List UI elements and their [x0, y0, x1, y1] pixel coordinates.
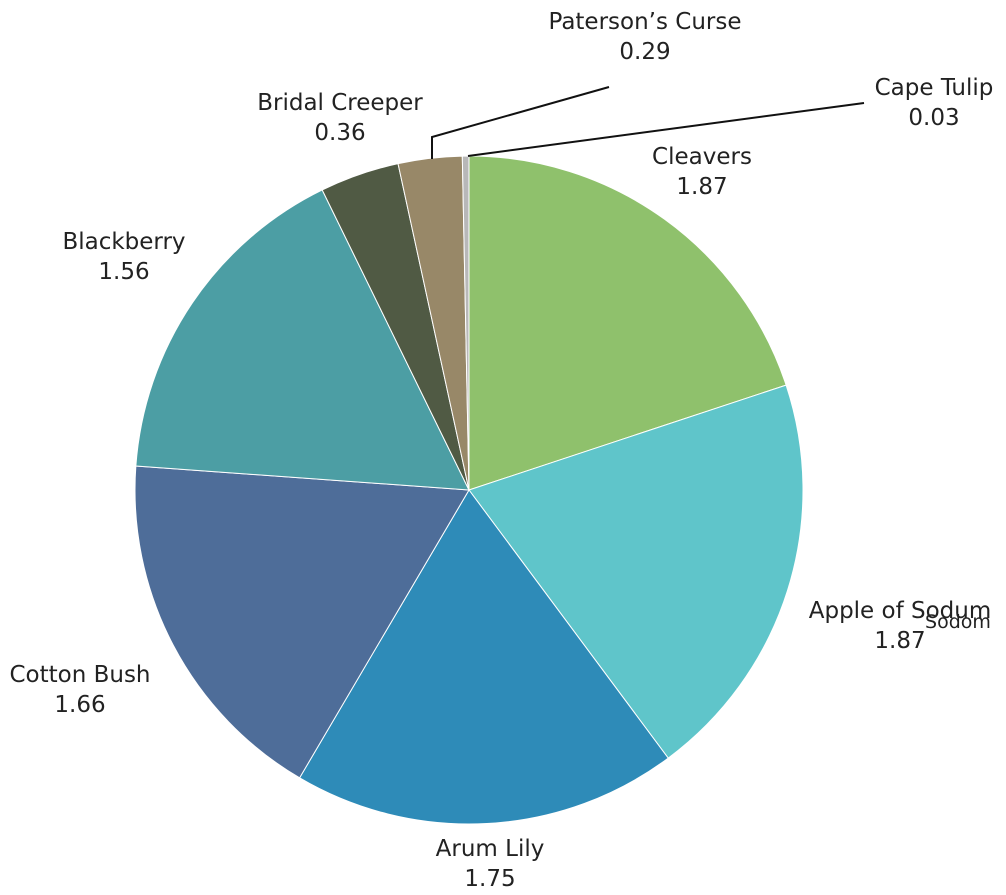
pie-slice-blackberry [135, 189, 470, 491]
leader-line-paterson-s-curse [431, 86, 610, 159]
pie-slice-arum-lily [298, 489, 669, 825]
stray-label-text: Sodom [925, 611, 991, 633]
slice-label-cleavers: Cleavers [652, 144, 752, 170]
pie-slice-cotton-bush [134, 465, 470, 779]
slice-labels: Cleavers 1.87 Apple of Sodum 1.87 Arum Lily 1… [9, 9, 993, 892]
slice-label-bridal-creeper: Bridal Creeper [257, 90, 423, 116]
slice-label-blackberry: Blackberry [62, 229, 185, 255]
slice-label-cotton-bush: Cotton Bush [9, 662, 150, 688]
slice-label-apple-of-sodum: Apple of Sodum [809, 598, 992, 624]
slice-label-arum-lily: Arum Lily [436, 836, 545, 862]
leader-line-cape-tulip [467, 102, 865, 157]
slice-value-blackberry: 1.56 [98, 259, 149, 285]
slice-value-apple-of-sodum: 1.87 [874, 628, 925, 654]
slice-label-cape-tulip: Cape Tulip [875, 75, 994, 101]
slice-value-bridal-creeper: 0.36 [314, 120, 365, 146]
pie-slices [134, 155, 804, 825]
slice-value-cleavers: 1.87 [676, 174, 727, 200]
pie-slice-apple-of-sodum [468, 384, 804, 759]
pie-slice-cleavers [468, 155, 787, 491]
slice-value-paterson-s-curse: 0.29 [619, 39, 670, 65]
slice-value-cape-tulip: 0.03 [908, 105, 959, 131]
slice-label-paterson-s-curse: Paterson’s Curse [548, 9, 741, 35]
slice-value-cotton-bush: 1.66 [54, 692, 105, 718]
slice-value-arum-lily: 1.75 [464, 866, 515, 892]
leader-lines [431, 86, 865, 159]
